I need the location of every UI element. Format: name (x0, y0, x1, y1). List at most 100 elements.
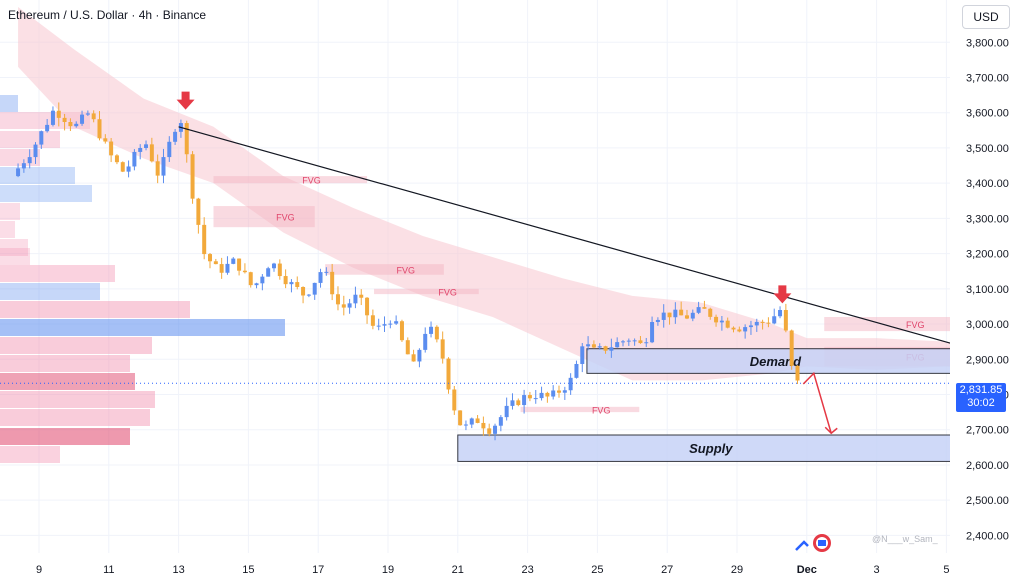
candle-body (80, 114, 85, 124)
x-tick-label: 17 (312, 564, 324, 576)
candle-body (341, 304, 346, 308)
candle-body (522, 395, 527, 406)
candle-body (196, 198, 201, 225)
y-tick-label: 2,700.00 (966, 425, 1009, 437)
price-axis[interactable]: 3,800.00 3,700.00 3,600.00 3,500.00 3,400.00… (950, 0, 1024, 581)
candle-body (772, 316, 777, 324)
candle-body (748, 325, 753, 328)
candle-body (126, 166, 131, 172)
candle-body (679, 309, 684, 316)
candle-body (487, 428, 492, 434)
candle-body (527, 395, 532, 399)
candle-body (33, 144, 38, 158)
fvg-label: FVG (906, 320, 925, 330)
symbol-title: Ethereum / U.S. Dollar · 4h · Binance (8, 8, 207, 22)
candle-body (760, 321, 765, 323)
volume-bar (0, 446, 60, 463)
volume-bar (0, 283, 100, 300)
zones: FVGFVGFVGFVGFVGFVGFVGDemandSupply (213, 176, 965, 462)
volume-bar (0, 167, 75, 184)
projection-path (802, 371, 832, 434)
candle-body (254, 283, 259, 286)
candle-body (184, 123, 189, 155)
candle-body (452, 389, 457, 411)
candle-body (574, 363, 579, 378)
fvg-label: FVG (592, 405, 611, 415)
candle-body (545, 392, 550, 397)
candle-body (260, 276, 265, 284)
candles (16, 102, 800, 441)
candle-body (696, 307, 701, 313)
candle-body (237, 258, 242, 271)
candle-body (702, 307, 707, 309)
volume-bar (0, 131, 60, 148)
x-tick-label: 29 (731, 564, 743, 576)
last-price-value: 2,831.85 (959, 384, 1003, 396)
fvg-zone (213, 176, 368, 184)
candle-body (626, 340, 631, 342)
time-axis[interactable]: 9 11 13 15 17 19 21 23 25 27 29 Dec 3 5 (36, 564, 950, 576)
candle-body (74, 123, 79, 127)
candle-body (50, 110, 55, 125)
x-tick-label: 13 (172, 564, 184, 576)
volume-bar (0, 337, 152, 354)
candle-body (708, 308, 713, 317)
candle-body (324, 271, 329, 273)
candle-body (173, 131, 178, 142)
candle-body (225, 263, 230, 273)
candle-body (120, 162, 125, 172)
projection-arrowhead (824, 426, 838, 435)
candle-body (481, 422, 486, 429)
x-tick-label: 9 (36, 564, 42, 576)
ichimoku-cloud (18, 7, 982, 381)
candle-body (62, 117, 67, 123)
y-tick-label: 3,700.00 (966, 72, 1009, 84)
candle-body (719, 320, 724, 323)
volume-bar (0, 355, 130, 372)
candle-body (155, 161, 160, 176)
y-tick-label: 3,200.00 (966, 249, 1009, 261)
down-arrow-icon (176, 91, 195, 110)
candle-body (149, 144, 154, 162)
candle-body (132, 151, 137, 167)
candle-body (754, 321, 759, 326)
candle-body (504, 405, 509, 418)
y-tick-label: 3,500.00 (966, 143, 1009, 155)
y-tick-label: 3,300.00 (966, 213, 1009, 225)
candle-body (306, 294, 311, 296)
candle-body (673, 309, 678, 318)
candle-body (539, 392, 544, 399)
x-tick-label: 15 (242, 564, 254, 576)
volume-bar (0, 428, 130, 445)
x-tick-label: Dec (797, 564, 817, 576)
candle-body (557, 390, 562, 393)
volume-bar (0, 319, 285, 336)
volume-bar (0, 95, 18, 112)
supply-zone-label: Supply (689, 441, 733, 456)
y-tick-label: 2,600.00 (966, 460, 1009, 472)
y-tick-label: 2,900.00 (966, 354, 1009, 366)
candle-body (440, 339, 445, 359)
candle-body (725, 320, 730, 328)
candle-body (16, 168, 21, 177)
demand-zone-label: Demand (750, 354, 802, 369)
candle-body (97, 119, 102, 139)
volume-bar (0, 409, 150, 426)
candle-body (295, 282, 300, 288)
volume-profile (0, 95, 285, 463)
candle-body (161, 157, 166, 176)
candle-body (632, 340, 637, 342)
candle-body (213, 261, 218, 265)
candle-body (114, 155, 119, 163)
x-tick-label: 3 (874, 564, 880, 576)
x-tick-label: 27 (661, 564, 673, 576)
candle-body (330, 271, 335, 295)
y-tick-label: 2,500.00 (966, 495, 1009, 507)
currency-button[interactable]: USD (962, 5, 1010, 29)
candle-body (429, 326, 434, 334)
fvg-zone (824, 317, 964, 332)
candle-body (289, 282, 294, 285)
fvg-zone (213, 206, 315, 228)
candle-body (562, 390, 567, 393)
